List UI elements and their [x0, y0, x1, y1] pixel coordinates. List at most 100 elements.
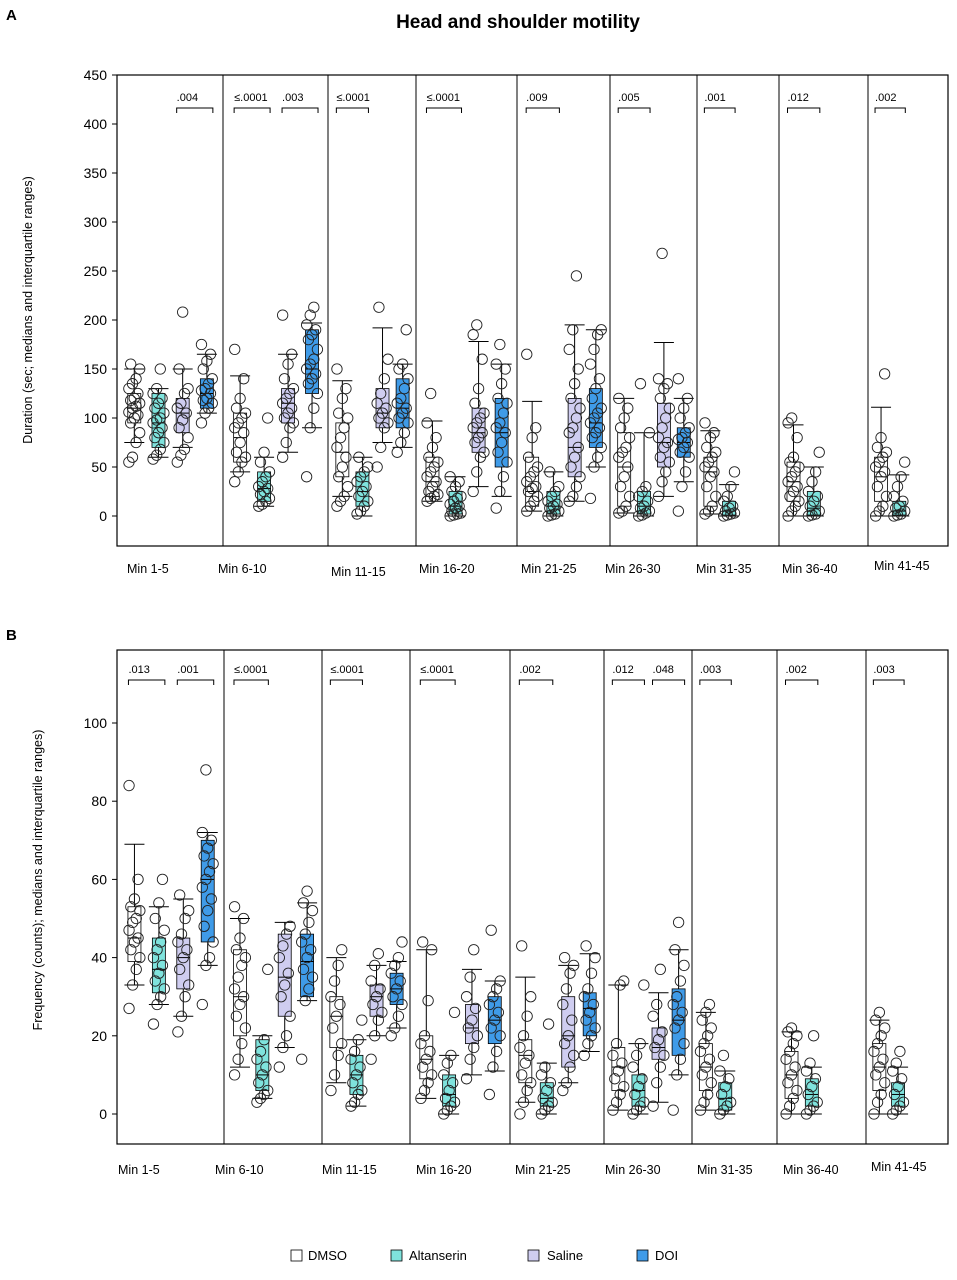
box-dmso — [415, 936, 438, 1105]
data-point — [560, 983, 573, 995]
box-altanserin — [632, 378, 656, 522]
box-altanserin — [345, 1014, 368, 1112]
data-point — [207, 936, 219, 948]
data-point — [612, 1065, 624, 1077]
data-point — [476, 353, 488, 365]
data-point — [460, 991, 473, 1003]
data-point — [696, 1014, 708, 1026]
data-point — [521, 1010, 533, 1022]
data-point — [679, 466, 692, 478]
data-point — [151, 382, 163, 395]
data-point — [647, 1100, 659, 1112]
data-point — [263, 466, 276, 478]
data-point — [239, 1022, 252, 1034]
data-point — [542, 1018, 555, 1030]
data-point — [132, 873, 144, 886]
data-point — [492, 392, 504, 405]
bracket-line — [787, 107, 821, 113]
data-point — [151, 998, 163, 1011]
data-point — [782, 1077, 794, 1089]
data-point — [158, 407, 170, 419]
data-point — [499, 427, 511, 439]
y-tick-label: 300 — [84, 214, 108, 230]
box-doi — [483, 924, 506, 1101]
data-point — [441, 1104, 453, 1116]
p-value-label: ≤.0001 — [234, 664, 268, 676]
data-point — [671, 1069, 683, 1081]
data-point — [205, 893, 217, 905]
data-point — [334, 998, 346, 1011]
iqr-box — [561, 996, 576, 1068]
data-point — [786, 412, 798, 424]
data-point — [580, 1014, 592, 1026]
data-point — [174, 889, 186, 901]
p-value-label: .002 — [786, 664, 807, 676]
data-point — [567, 422, 579, 434]
x-category-label: Min 41-45 — [874, 559, 930, 573]
box-altanserin — [800, 1030, 823, 1120]
data-point — [205, 834, 217, 846]
data-point — [584, 358, 597, 370]
data-point — [234, 932, 246, 944]
data-point — [494, 417, 506, 429]
significance-bracket: .013 — [127, 664, 166, 685]
data-point — [375, 387, 387, 400]
box-dmso — [869, 368, 893, 522]
data-point — [557, 1084, 569, 1097]
data-point — [390, 983, 403, 995]
data-point — [802, 485, 815, 498]
data-point — [589, 1022, 601, 1034]
data-point — [342, 480, 354, 493]
data-point — [151, 449, 163, 461]
bracket-line — [611, 679, 645, 685]
data-point — [620, 500, 632, 512]
data-point — [640, 480, 652, 493]
data-point — [494, 1030, 506, 1042]
data-point — [400, 402, 412, 414]
data-point — [582, 983, 594, 995]
legend-label-saline: Saline — [547, 1248, 583, 1263]
data-point — [396, 936, 408, 948]
data-point — [338, 422, 350, 434]
bracket-line — [703, 107, 736, 113]
data-point — [327, 1022, 339, 1034]
data-point — [172, 1026, 184, 1038]
y-tick-label: 450 — [84, 67, 108, 83]
data-point — [443, 1084, 455, 1097]
data-point — [634, 378, 647, 390]
legend-item-saline: Saline — [527, 1248, 583, 1263]
data-point — [521, 348, 533, 360]
data-point — [705, 1077, 717, 1089]
data-point — [352, 1034, 364, 1046]
x-category-label: Min 21-25 — [515, 1163, 571, 1177]
bracket-line — [176, 107, 214, 113]
data-point — [333, 407, 345, 419]
data-point — [328, 1069, 341, 1081]
x-category-label: Min 1-5 — [118, 1163, 160, 1177]
significance-bracket: .001 — [703, 92, 736, 113]
data-point — [351, 508, 363, 520]
data-point — [445, 1049, 457, 1062]
data-point — [811, 1096, 823, 1108]
data-point — [652, 490, 665, 503]
data-point — [813, 505, 825, 517]
data-point — [782, 1026, 794, 1038]
data-point — [395, 392, 407, 405]
data-point — [371, 397, 383, 409]
data-point — [228, 901, 241, 913]
x-category-label: Min 11-15 — [322, 1163, 377, 1177]
box-dmso — [699, 417, 722, 520]
x-category-label: Min 16-20 — [416, 1163, 472, 1177]
data-point — [494, 338, 506, 351]
box-dmso — [229, 343, 252, 488]
data-point — [280, 1030, 293, 1042]
data-point — [516, 940, 528, 952]
data-point — [254, 456, 267, 468]
bracket-line — [525, 107, 560, 113]
data-point — [694, 1045, 707, 1058]
data-point — [574, 402, 586, 414]
data-point — [809, 1073, 822, 1085]
data-point — [277, 309, 289, 321]
data-point — [613, 392, 625, 405]
data-point — [196, 881, 208, 893]
